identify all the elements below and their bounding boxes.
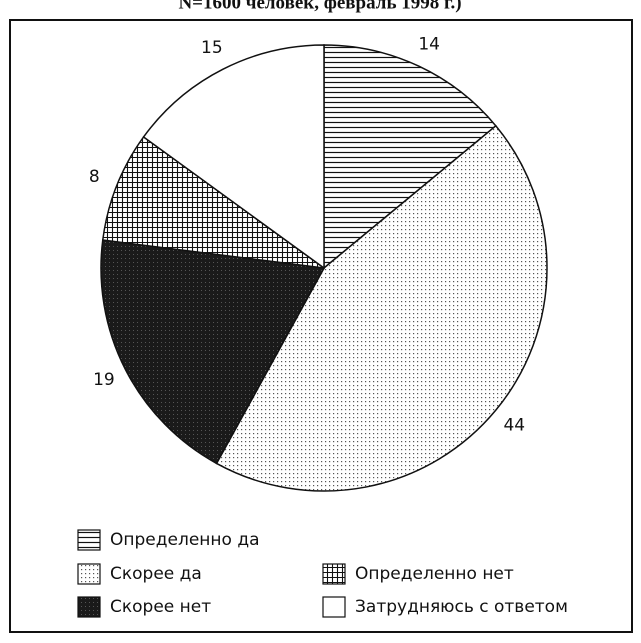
legend-label: Определенно нет [355, 564, 514, 584]
legend-label: Скорее да [110, 564, 202, 584]
frame [9, 19, 633, 633]
data-label: 14 [418, 35, 440, 55]
pie-slice [142, 44, 325, 270]
data-label: 19 [93, 370, 115, 390]
pie-slice [323, 44, 497, 270]
pie-slice [215, 124, 548, 492]
legend-swatch [77, 563, 101, 585]
legend-label: Затрудняюсь с ответом [355, 597, 568, 617]
data-label: 15 [201, 38, 223, 58]
legend-swatch [77, 596, 101, 618]
legend-swatch [322, 563, 346, 585]
subtitle: N=1600 человек, февраль 1998 г.) [178, 0, 461, 13]
legend-swatch [322, 596, 346, 618]
data-label: 44 [503, 415, 525, 435]
pie-slice [100, 239, 326, 465]
legend-label: Определенно да [110, 530, 260, 550]
legend-label: Скорее нет [110, 597, 211, 617]
pie-slice [101, 135, 325, 269]
data-label: 8 [89, 167, 100, 187]
legend-swatch [77, 529, 101, 551]
